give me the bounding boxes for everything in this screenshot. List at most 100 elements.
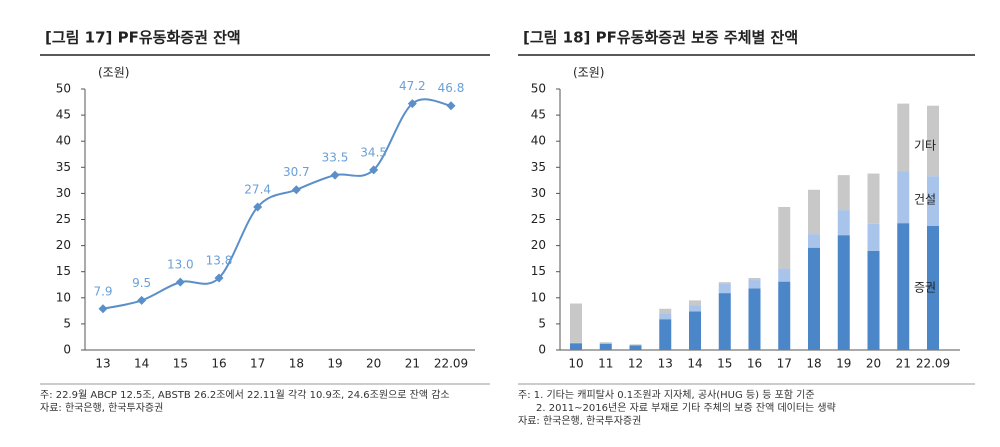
bar-segment	[808, 234, 820, 248]
value-label: 46.8	[438, 81, 465, 95]
bar-segment	[689, 305, 701, 312]
footnote: 자료: 한국은행, 한국투자증권	[40, 402, 163, 414]
point-marker	[214, 273, 224, 283]
bar-segment	[927, 176, 939, 226]
legend-label: 증권	[914, 281, 936, 295]
x-tick-label: 13	[95, 357, 110, 371]
y-tick-label: 35	[531, 160, 546, 174]
footnote: 자료: 한국은행, 한국투자증권	[518, 415, 641, 427]
point-marker	[253, 202, 263, 212]
bar-segment	[748, 288, 761, 350]
point-marker	[330, 170, 340, 180]
x-tick-label: 15	[717, 357, 732, 371]
value-label: 9.5	[132, 276, 151, 290]
bar-segment	[927, 105, 939, 177]
bar-segment	[629, 345, 642, 350]
point-marker	[407, 99, 417, 109]
x-tick-label: 18	[806, 357, 821, 371]
y-tick-label: 40	[531, 134, 546, 148]
bar-segment	[897, 103, 910, 172]
point-marker	[98, 304, 108, 314]
x-tick-label: 22.09	[916, 357, 950, 371]
y-tick-label: 10	[531, 290, 546, 304]
y-tick-label: 0	[63, 343, 71, 357]
y-tick-label: 5	[63, 316, 71, 330]
bar-segment	[659, 313, 672, 320]
x-tick-label: 16	[747, 357, 762, 371]
bar-segment	[718, 283, 731, 294]
x-tick-label: 17	[777, 357, 792, 371]
bar-segment	[570, 343, 582, 350]
point-marker	[446, 101, 456, 111]
bar-segment	[599, 343, 612, 350]
bar-segment	[599, 342, 612, 344]
bar-segment	[867, 223, 880, 251]
bar-segment	[570, 342, 582, 344]
x-tick-label: 21	[896, 357, 911, 371]
bar-segment	[808, 189, 820, 235]
y-tick-label: 25	[56, 212, 71, 226]
point-marker	[369, 165, 379, 175]
legend-label: 기타	[914, 139, 936, 153]
x-tick-label: 19	[327, 357, 342, 371]
y-tick-label: 40	[56, 134, 71, 148]
x-tick-label: 13	[658, 357, 673, 371]
bar-segment	[748, 277, 761, 281]
footnote: 2. 2011~2016년은 자료 부재로 기타 주체의 보증 잔액 데이터는 …	[536, 402, 836, 414]
bar-segment	[897, 171, 910, 224]
x-tick-label: 16	[211, 357, 226, 371]
value-label: 13.8	[206, 253, 233, 267]
point-marker	[291, 185, 301, 195]
bar-segment	[808, 247, 820, 350]
bar-segment	[897, 223, 910, 350]
point-marker	[137, 295, 147, 305]
value-label: 13.0	[167, 258, 194, 272]
bar-segment	[748, 280, 761, 289]
value-label: 47.2	[399, 79, 426, 93]
y-tick-label: 15	[531, 264, 546, 278]
bar-segment	[837, 175, 850, 211]
chart-title: [그림 18] PF유동화증권 보증 주체별 잔액	[523, 29, 798, 47]
bar-segment	[927, 225, 939, 350]
value-label: 33.5	[322, 151, 349, 165]
x-tick-label: 10	[568, 357, 583, 371]
x-tick-label: 20	[366, 357, 381, 371]
y-tick-label: 45	[56, 108, 71, 122]
x-tick-label: 20	[866, 357, 881, 371]
bar-segment	[629, 344, 642, 345]
y-tick-label: 50	[56, 82, 71, 96]
bar-segment	[718, 282, 731, 284]
x-tick-label: 15	[173, 357, 188, 371]
bar-segment	[867, 173, 880, 224]
y-tick-label: 30	[531, 186, 546, 200]
bar-segment	[718, 293, 731, 350]
x-tick-label: 14	[134, 357, 149, 371]
x-tick-label: 18	[289, 357, 304, 371]
bar-segment	[778, 206, 791, 269]
value-label: 30.7	[283, 165, 310, 179]
value-label: 34.5	[360, 145, 387, 159]
y-tick-label: 20	[56, 238, 71, 252]
bar-segment	[570, 303, 582, 343]
bar-segment	[599, 342, 612, 343]
y-tick-label: 0	[538, 343, 546, 357]
bar-segment	[837, 210, 850, 236]
bar-segment	[778, 268, 791, 282]
value-label: 7.9	[93, 284, 112, 298]
bar-segment	[659, 308, 672, 314]
chart-title: [그림 17] PF유동화증권 잔액	[45, 29, 241, 47]
value-label: 27.4	[244, 182, 271, 196]
y-tick-label: 20	[531, 238, 546, 252]
bar-segment	[867, 250, 880, 350]
unit-label: (조원)	[573, 66, 604, 80]
y-tick-label: 30	[56, 186, 71, 200]
bar-segment	[689, 311, 701, 350]
y-tick-label: 15	[56, 264, 71, 278]
x-tick-label: 22.09	[434, 357, 468, 371]
y-tick-label: 5	[538, 316, 546, 330]
legend-label: 건설	[914, 193, 936, 207]
data-line	[102, 98, 452, 310]
unit-label: (조원)	[98, 66, 129, 80]
bar-segment	[629, 344, 642, 346]
